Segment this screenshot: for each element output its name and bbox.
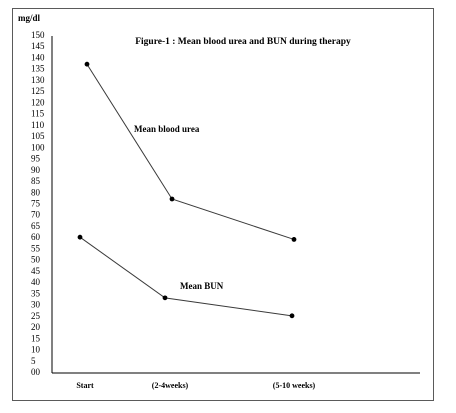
y-tick-label: 80 (31, 187, 41, 197)
data-point (291, 237, 297, 242)
series-layer (77, 61, 297, 319)
y-tick-label: 55 (31, 243, 41, 253)
y-tick-label: 45 (31, 266, 41, 276)
y-tick-label: 125 (31, 86, 45, 96)
y-tick-label: 10 (31, 345, 41, 355)
data-point (77, 234, 83, 240)
y-tick-label: 115 (31, 109, 45, 119)
y-tick-label: 65 (31, 221, 41, 231)
y-tick-label: 135 (31, 64, 45, 74)
y-tick-label: 110 (31, 120, 45, 130)
y-tick-label: 5 (31, 356, 36, 366)
y-tick-label: 50 (31, 255, 41, 265)
y-tick-label: 105 (31, 131, 45, 141)
y-tick-label: 75 (31, 199, 41, 209)
y-tick-label: 130 (31, 75, 45, 85)
y-tick-label: 25 (31, 311, 41, 321)
y-tick-label: 150 (31, 30, 45, 40)
chart-title: Figure-1 : Mean blood urea and BUN durin… (135, 37, 351, 47)
data-point (169, 196, 175, 202)
series-label: Mean BUN (180, 281, 224, 291)
x-tick-label: (5-10 weeks) (273, 381, 316, 390)
y-tick-label: 100 (31, 142, 45, 152)
y-tick-label: 120 (31, 97, 45, 107)
y-axis-label: mg/dl (18, 13, 41, 23)
y-tick-label: 30 (31, 300, 41, 310)
y-tick-label: 20 (31, 322, 41, 332)
chart-outer-border (12, 8, 434, 401)
y-tick-label: 90 (31, 165, 41, 175)
y-tick-label: 15 (31, 333, 41, 343)
y-tick-label: 40 (31, 277, 41, 287)
x-tick-label: (2-4weeks) (152, 381, 189, 390)
x-tick-label: Start (76, 381, 94, 390)
data-point (289, 313, 295, 319)
x-axis-ticks: Start (2-4weeks) (5-10 weeks) (76, 381, 315, 390)
data-point (162, 295, 168, 301)
series-label: Mean blood urea (134, 124, 200, 134)
y-tick-label: 140 (31, 52, 45, 62)
series-labels: Mean blood urea Mean BUN (134, 124, 224, 291)
y-tick-label: 35 (31, 288, 41, 298)
y-tick-label: 145 (31, 41, 45, 51)
y-tick-label: 00 (31, 367, 41, 377)
y-tick-label: 95 (31, 154, 41, 164)
data-point (84, 61, 90, 67)
y-tick-label: 70 (31, 210, 41, 220)
y-tick-label: 85 (31, 176, 41, 186)
y-tick-label: 60 (31, 232, 41, 242)
